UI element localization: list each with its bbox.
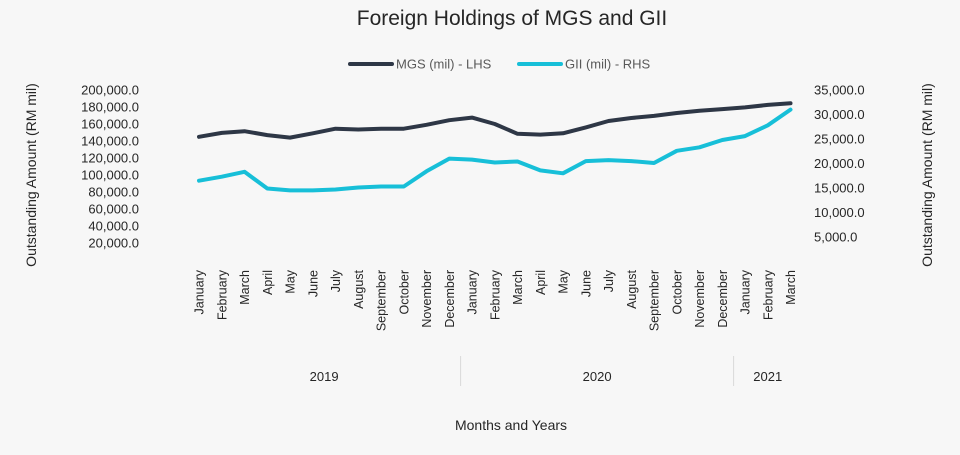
x-month-label: March bbox=[238, 270, 252, 305]
legend-item-mgs: MGS (mil) - LHS bbox=[348, 57, 492, 72]
x-year-label: 2020 bbox=[583, 369, 612, 384]
series-line-mgs bbox=[197, 101, 793, 140]
x-month-label: May bbox=[557, 269, 571, 293]
y-left-tick-label: 160,000.0 bbox=[81, 117, 139, 132]
x-axis-title: Months and Years bbox=[455, 417, 567, 433]
x-month-label: August bbox=[352, 269, 366, 308]
y-left-tick-label: 100,000.0 bbox=[81, 168, 139, 183]
x-month-label: March bbox=[511, 270, 525, 305]
y-right-tick-label: 35,000.0 bbox=[814, 83, 865, 98]
y-axis-left-ticks: 200,000.0 180,000.0 160,000.0 140,000.0 120,… bbox=[81, 83, 139, 251]
y-left-tick-label: 60,000.0 bbox=[88, 202, 139, 217]
legend-label-gii: GII (mil) - RHS bbox=[565, 57, 651, 72]
y-right-tick-label: 10,000.0 bbox=[814, 205, 865, 220]
y-right-tick-label: 15,000.0 bbox=[814, 181, 865, 196]
legend-item-gii: GII (mil) - RHS bbox=[517, 57, 651, 72]
x-month-label: February bbox=[488, 269, 502, 320]
x-month-label: December bbox=[443, 270, 457, 328]
x-month-label: April bbox=[261, 270, 275, 295]
y-right-tick-label: 20,000.0 bbox=[814, 156, 865, 171]
x-month-label: June bbox=[306, 270, 320, 297]
x-month-label: October bbox=[397, 270, 411, 314]
x-month-label: April bbox=[534, 270, 548, 295]
x-month-label: December bbox=[716, 270, 730, 328]
x-axis-month-labels: January February March April May June July Augu… bbox=[193, 269, 799, 331]
y-right-tick-label: 30,000.0 bbox=[814, 107, 865, 122]
legend: MGS (mil) - LHS GII (mil) - RHS bbox=[348, 57, 651, 72]
x-month-label: November bbox=[693, 270, 707, 328]
x-month-label: January bbox=[739, 269, 753, 314]
x-axis-year-labels: 2019 2020 2021 bbox=[310, 356, 782, 386]
x-month-label: January bbox=[193, 269, 207, 314]
x-month-label: June bbox=[579, 270, 593, 297]
chart-title: Foreign Holdings of MGS and GII bbox=[357, 7, 667, 30]
legend-label-mgs: MGS (mil) - LHS bbox=[396, 57, 492, 72]
y-left-tick-label: 120,000.0 bbox=[81, 151, 139, 166]
y-axis-title-right: Outstanding Amount (RM mil) bbox=[919, 83, 935, 267]
x-month-label: September bbox=[648, 270, 662, 331]
x-month-label: October bbox=[670, 270, 684, 314]
x-year-label: 2021 bbox=[753, 369, 782, 384]
y-left-tick-label: 200,000.0 bbox=[81, 83, 139, 98]
x-month-label: May bbox=[284, 269, 298, 293]
y-left-tick-label: 40,000.0 bbox=[88, 219, 139, 234]
y-left-tick-label: 180,000.0 bbox=[81, 100, 139, 115]
x-month-label: February bbox=[761, 269, 775, 320]
y-right-tick-label: 25,000.0 bbox=[814, 132, 865, 147]
y-axis-title-left: Outstanding Amount (RM mil) bbox=[23, 83, 39, 267]
x-month-label: August bbox=[625, 269, 639, 308]
x-month-label: July bbox=[329, 269, 343, 292]
x-month-label: February bbox=[215, 269, 229, 320]
series-line-gii bbox=[197, 107, 793, 193]
x-year-label: 2019 bbox=[310, 369, 339, 384]
y-right-tick-label: 5,000.0 bbox=[814, 230, 857, 245]
series-lines bbox=[197, 101, 793, 193]
x-month-label: January bbox=[466, 269, 480, 314]
x-month-label: July bbox=[602, 269, 616, 292]
x-month-label: November bbox=[420, 270, 434, 328]
y-left-tick-label: 20,000.0 bbox=[88, 236, 139, 251]
y-left-tick-label: 80,000.0 bbox=[88, 185, 139, 200]
x-month-label: March bbox=[784, 270, 798, 305]
x-month-label: September bbox=[375, 270, 389, 331]
y-left-tick-label: 140,000.0 bbox=[81, 134, 139, 149]
y-axis-right-ticks: 35,000.0 30,000.0 25,000.0 20,000.0 15,000.0… bbox=[814, 83, 865, 245]
